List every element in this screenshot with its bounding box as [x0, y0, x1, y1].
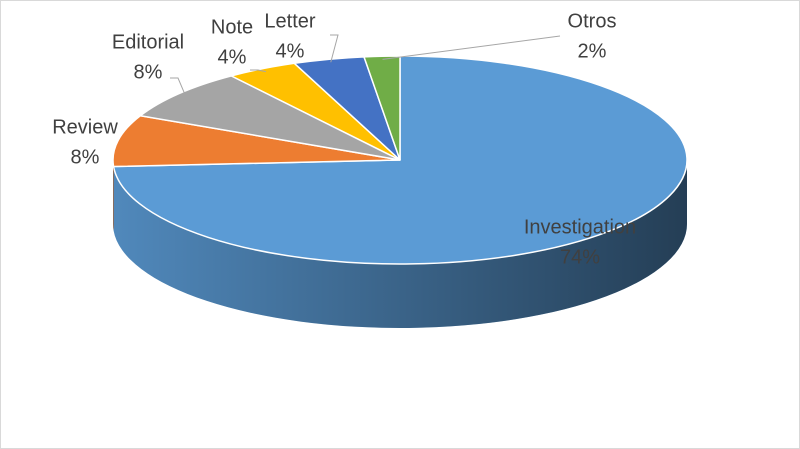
slice — [362, 55, 401, 161]
slice-label: Investigation — [524, 216, 636, 238]
leader-line — [330, 34, 339, 63]
slice — [112, 114, 401, 168]
slice-label: Letter — [264, 10, 315, 32]
leader-line — [170, 77, 186, 96]
slice-value-label: 2% — [578, 40, 607, 62]
slice-label: Otros — [568, 10, 617, 32]
slice-value-label: 4% — [276, 40, 305, 62]
slice-label: Note — [211, 16, 253, 38]
slice — [138, 75, 401, 161]
slice-label: Review — [52, 116, 118, 138]
leader-line — [382, 35, 561, 60]
slice-label: Editorial — [112, 31, 184, 53]
slice-value-label: 74% — [560, 246, 600, 268]
slice-side-shade — [113, 160, 687, 328]
leader-line — [250, 69, 266, 73]
slice-value-label: 8% — [134, 61, 163, 83]
slice-side-shade — [113, 160, 114, 231]
slice-value-label: 4% — [218, 46, 247, 68]
slice-value-label: 8% — [71, 146, 100, 168]
